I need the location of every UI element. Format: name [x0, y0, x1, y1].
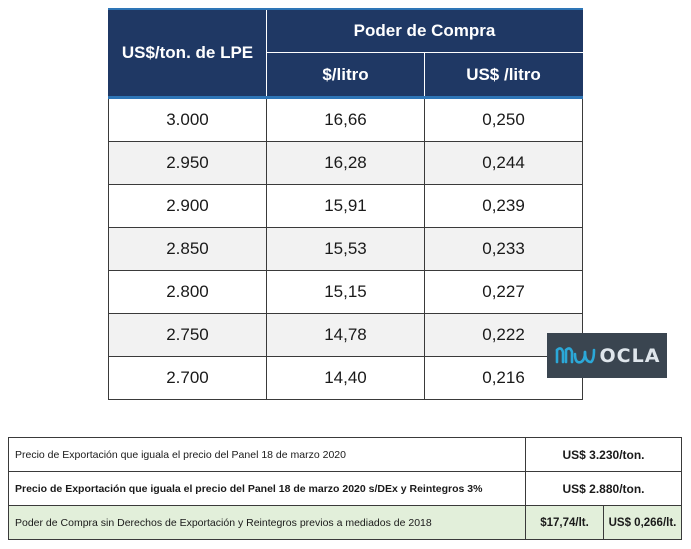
usd-cell: 0,227 [423, 270, 584, 314]
header-usd-per-litre: US$ /litro [423, 52, 584, 99]
usd-cell: 0,233 [423, 227, 584, 271]
peso-cell: 14,78 [266, 313, 425, 357]
table-row: 2.950 16,28 0,244 [108, 141, 584, 185]
peso-cell: 16,66 [266, 97, 425, 142]
header-lpe: US$/ton. de LPE [108, 8, 267, 99]
summary-value: US$ 2.880/ton. [525, 471, 682, 506]
peso-cell: 15,53 [266, 227, 425, 271]
summary-value-usd: US$ 0,266/lt. [603, 505, 682, 540]
peso-cell: 15,15 [266, 270, 425, 314]
lpe-cell: 2.900 [108, 184, 267, 228]
lpe-cell: 2.700 [108, 356, 267, 400]
ocla-logo: OCLA [547, 333, 667, 378]
summary-label: Precio de Exportación que iguala el prec… [8, 437, 526, 472]
summary-value-peso: $17,74/lt. [525, 505, 604, 540]
table-row: 2.700 14,40 0,216 [108, 356, 584, 400]
header-poder-de-compra: Poder de Compra [265, 8, 584, 54]
logo-text: OCLA [599, 344, 661, 367]
summary-row: Precio de Exportación que iguala el prec… [8, 437, 682, 472]
lpe-cell: 2.850 [108, 227, 267, 271]
usd-cell: 0,244 [423, 141, 584, 185]
export-price-summary-table: Precio de Exportación que iguala el prec… [8, 437, 682, 540]
lpe-cell: 2.750 [108, 313, 267, 357]
peso-cell: 15,91 [266, 184, 425, 228]
purchasing-power-table: US$/ton. de LPE Poder de Compra $/litro … [108, 8, 584, 400]
lpe-cell: 3.000 [108, 97, 267, 142]
table-row: 2.800 15,15 0,227 [108, 270, 584, 314]
table-row: 2.850 15,53 0,233 [108, 227, 584, 271]
lpe-cell: 2.950 [108, 141, 267, 185]
summary-label: Poder de Compra sin Derechos de Exportac… [8, 505, 526, 540]
ocla-wave-logo-icon [554, 344, 596, 368]
usd-cell: 0,239 [423, 184, 584, 228]
table-row: 3.000 16,66 0,250 [108, 97, 584, 142]
lpe-cell: 2.800 [108, 270, 267, 314]
summary-row: Poder de Compra sin Derechos de Exportac… [8, 505, 682, 540]
summary-label: Precio de Exportación que iguala el prec… [8, 471, 526, 506]
peso-cell: 14,40 [266, 356, 425, 400]
table-row: 2.750 14,78 0,222 [108, 313, 584, 357]
table-row: 2.900 15,91 0,239 [108, 184, 584, 228]
summary-row: Precio de Exportación que iguala el prec… [8, 471, 682, 506]
usd-cell: 0,250 [423, 97, 584, 142]
peso-cell: 16,28 [266, 141, 425, 185]
header-peso-per-litre: $/litro [266, 52, 425, 99]
summary-value: US$ 3.230/ton. [525, 437, 682, 472]
